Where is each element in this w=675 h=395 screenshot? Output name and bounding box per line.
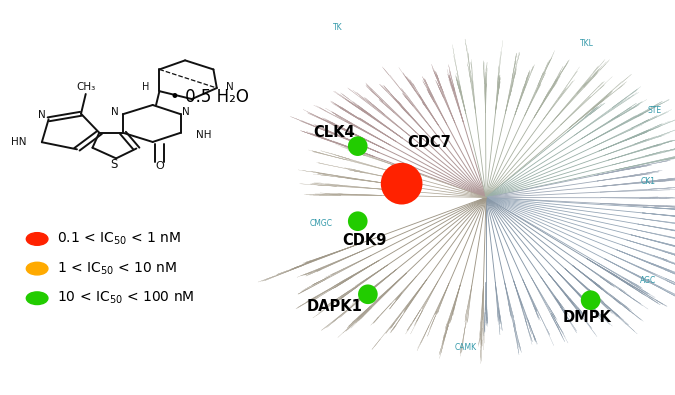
- Text: NH: NH: [196, 130, 211, 140]
- Circle shape: [26, 292, 48, 305]
- Text: 10 < IC$_{50}$ < 100 nM: 10 < IC$_{50}$ < 100 nM: [57, 290, 195, 307]
- Text: CDC7: CDC7: [407, 135, 450, 150]
- Text: N: N: [38, 109, 46, 120]
- Text: AGC: AGC: [640, 276, 656, 285]
- Text: S: S: [111, 158, 117, 171]
- Text: H: H: [142, 82, 150, 92]
- Text: 0.1 < IC$_{50}$ < 1 nM: 0.1 < IC$_{50}$ < 1 nM: [57, 231, 182, 247]
- Text: N: N: [226, 82, 234, 92]
- Point: [362, 291, 373, 297]
- Point: [352, 143, 363, 149]
- Text: DMPK: DMPK: [563, 310, 612, 325]
- Text: O: O: [155, 161, 164, 171]
- Text: • 0.5 H₂O: • 0.5 H₂O: [170, 88, 248, 106]
- Point: [352, 218, 363, 224]
- Text: CMGC: CMGC: [309, 219, 332, 228]
- Text: TK: TK: [333, 23, 342, 32]
- Point: [585, 297, 596, 303]
- Text: CLK4: CLK4: [313, 125, 355, 140]
- Text: CDK9: CDK9: [342, 233, 387, 248]
- Text: DAPK1: DAPK1: [306, 299, 362, 314]
- Text: N: N: [111, 107, 119, 117]
- Text: TKL: TKL: [580, 39, 594, 48]
- Circle shape: [26, 233, 48, 245]
- Circle shape: [26, 262, 48, 275]
- Text: 1 < IC$_{50}$ < 10 nM: 1 < IC$_{50}$ < 10 nM: [57, 260, 178, 277]
- Point: [396, 181, 407, 187]
- Text: STE: STE: [648, 106, 662, 115]
- Text: HN: HN: [11, 137, 27, 147]
- Text: N: N: [182, 107, 190, 117]
- Text: CAMK: CAMK: [455, 343, 477, 352]
- Text: CH₃: CH₃: [76, 82, 95, 92]
- Text: CK1: CK1: [641, 177, 655, 186]
